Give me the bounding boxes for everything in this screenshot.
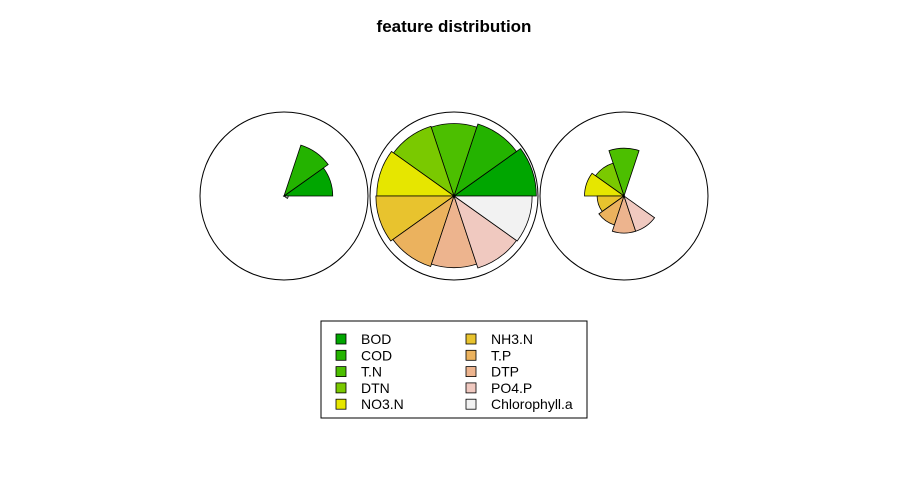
star-2 xyxy=(369,111,539,281)
legend-swatch xyxy=(335,382,347,394)
legend-swatch xyxy=(465,382,477,394)
legend-swatch xyxy=(465,333,477,345)
legend-swatch xyxy=(465,366,477,378)
segment-t-n xyxy=(608,147,640,198)
star-reference-circle xyxy=(199,111,369,281)
segment-no3-n xyxy=(584,172,626,197)
legend-swatch xyxy=(335,398,347,410)
legend-swatch xyxy=(335,366,347,378)
legend-swatch xyxy=(335,349,347,361)
segment-stars xyxy=(199,111,709,281)
legend-label: DTP xyxy=(491,364,519,380)
segment-po4-p xyxy=(623,194,656,232)
legend-label: NH3.N xyxy=(491,331,533,347)
legend-swatch xyxy=(465,349,477,361)
star-reference-circle xyxy=(539,111,709,281)
segment-t-p xyxy=(392,194,455,267)
segment-chlorophyll-a xyxy=(452,195,533,242)
legend-label: DTN xyxy=(361,380,390,396)
legend-swatch xyxy=(465,398,477,410)
star-reference-circle xyxy=(369,111,539,281)
legend-label: T.N xyxy=(361,364,382,380)
legend-box xyxy=(320,320,588,419)
legend-label: NO3.N xyxy=(361,396,404,412)
legend-label: PO4.P xyxy=(491,380,532,396)
segment-chlorophyll-a xyxy=(282,195,289,199)
chart-title: feature distribution xyxy=(377,17,532,36)
star-1 xyxy=(199,111,369,281)
segment-nh3-n xyxy=(375,195,456,242)
segment-bod xyxy=(452,148,537,197)
legend-label: COD xyxy=(361,347,392,363)
legend-label: T.P xyxy=(491,347,511,363)
legend-label: BOD xyxy=(361,331,391,347)
segment-cod xyxy=(453,123,518,198)
segment-cod xyxy=(283,144,329,198)
star-3 xyxy=(539,111,709,281)
legend-label: Chlorophyll.a xyxy=(491,396,573,412)
legend-swatch xyxy=(335,333,347,345)
